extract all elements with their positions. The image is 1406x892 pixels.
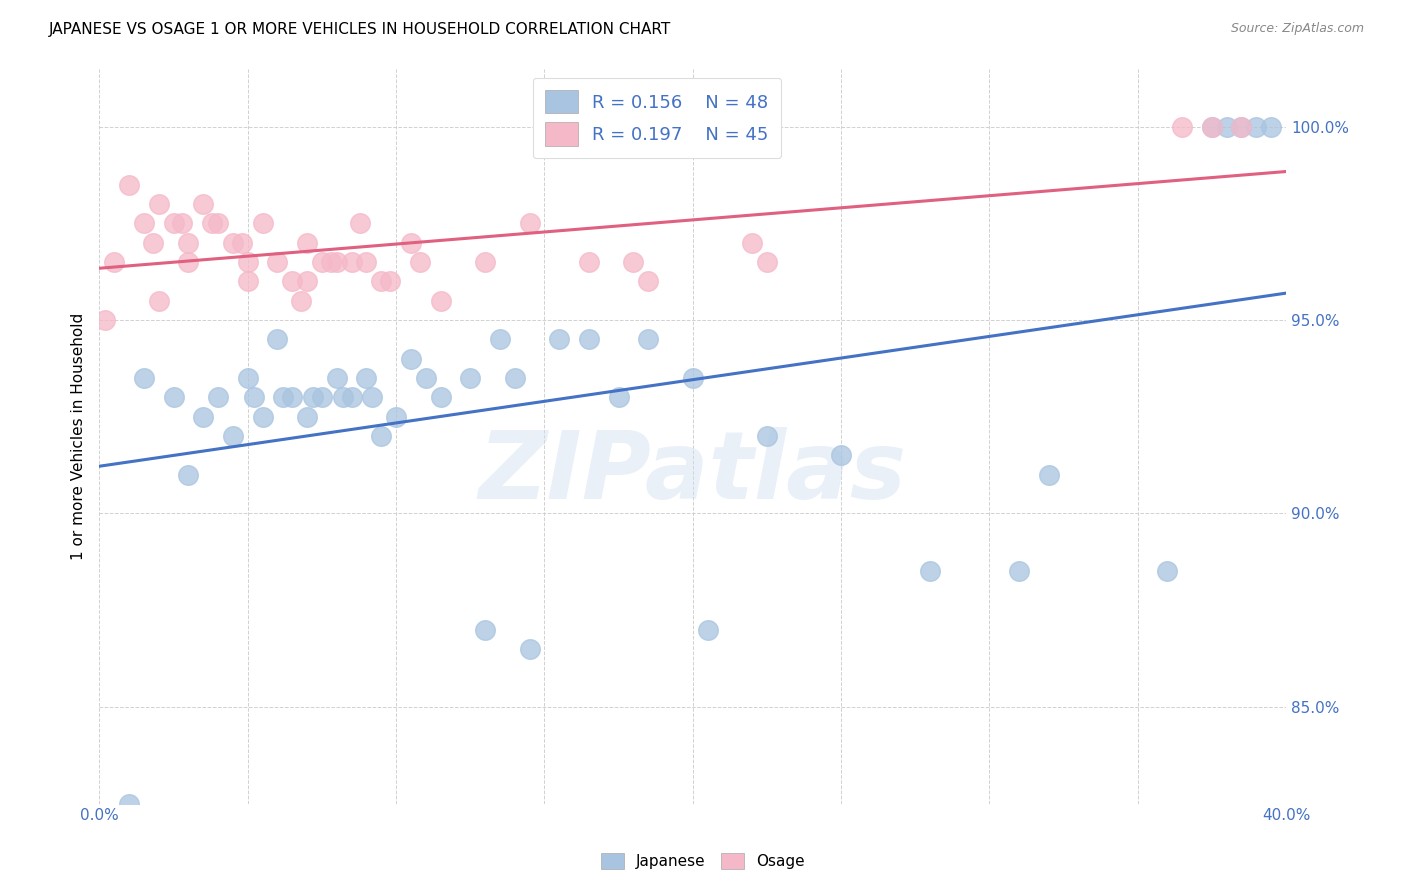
Point bbox=[755, 255, 778, 269]
Point bbox=[311, 255, 333, 269]
Point bbox=[458, 371, 481, 385]
Point bbox=[637, 332, 659, 346]
Point bbox=[1201, 120, 1223, 134]
Point bbox=[370, 274, 392, 288]
Point bbox=[266, 255, 288, 269]
Point bbox=[1201, 120, 1223, 134]
Point bbox=[755, 429, 778, 443]
Point bbox=[429, 390, 451, 404]
Point bbox=[578, 255, 600, 269]
Point bbox=[409, 255, 432, 269]
Text: ZIPatlas: ZIPatlas bbox=[478, 427, 907, 519]
Point bbox=[326, 255, 349, 269]
Point bbox=[1246, 120, 1268, 134]
Point bbox=[207, 216, 229, 230]
Point bbox=[1260, 120, 1282, 134]
Point bbox=[429, 293, 451, 308]
Point bbox=[252, 216, 274, 230]
Point bbox=[340, 255, 363, 269]
Point bbox=[222, 235, 245, 250]
Point bbox=[177, 255, 200, 269]
Point bbox=[1008, 565, 1031, 579]
Point bbox=[474, 623, 496, 637]
Point bbox=[295, 274, 318, 288]
Point bbox=[918, 565, 941, 579]
Point bbox=[385, 409, 408, 424]
Point bbox=[207, 390, 229, 404]
Point bbox=[242, 390, 264, 404]
Point bbox=[621, 255, 644, 269]
Point bbox=[519, 641, 541, 656]
Point bbox=[1156, 565, 1178, 579]
Point bbox=[236, 371, 259, 385]
Point bbox=[142, 235, 165, 250]
Point bbox=[132, 216, 155, 230]
Point bbox=[162, 390, 184, 404]
Point bbox=[236, 255, 259, 269]
Point bbox=[326, 371, 349, 385]
Point bbox=[118, 178, 141, 192]
Y-axis label: 1 or more Vehicles in Household: 1 or more Vehicles in Household bbox=[72, 312, 86, 559]
Point bbox=[295, 409, 318, 424]
Point bbox=[266, 332, 288, 346]
Point bbox=[474, 255, 496, 269]
Point bbox=[193, 197, 215, 211]
Point bbox=[361, 390, 384, 404]
Point bbox=[103, 255, 125, 269]
Point bbox=[578, 332, 600, 346]
Point bbox=[378, 274, 401, 288]
Point bbox=[830, 449, 852, 463]
Point bbox=[252, 409, 274, 424]
Point bbox=[302, 390, 325, 404]
Point bbox=[519, 216, 541, 230]
Point bbox=[118, 797, 141, 811]
Point bbox=[399, 235, 422, 250]
Point bbox=[637, 274, 659, 288]
Point bbox=[319, 255, 342, 269]
Point bbox=[148, 293, 170, 308]
Point bbox=[548, 332, 571, 346]
Text: Source: ZipAtlas.com: Source: ZipAtlas.com bbox=[1230, 22, 1364, 36]
Point bbox=[1230, 120, 1253, 134]
Point bbox=[132, 371, 155, 385]
Point bbox=[177, 467, 200, 482]
Point bbox=[231, 235, 253, 250]
Point bbox=[201, 216, 224, 230]
Point bbox=[332, 390, 354, 404]
Text: JAPANESE VS OSAGE 1 OR MORE VEHICLES IN HOUSEHOLD CORRELATION CHART: JAPANESE VS OSAGE 1 OR MORE VEHICLES IN … bbox=[49, 22, 672, 37]
Point bbox=[290, 293, 312, 308]
Point bbox=[193, 409, 215, 424]
Point bbox=[177, 235, 200, 250]
Point bbox=[349, 216, 371, 230]
Point bbox=[281, 274, 304, 288]
Point bbox=[503, 371, 526, 385]
Point bbox=[295, 235, 318, 250]
Point bbox=[696, 623, 718, 637]
Point bbox=[1038, 467, 1060, 482]
Point bbox=[222, 429, 245, 443]
Point bbox=[281, 390, 304, 404]
Legend: Japanese, Osage: Japanese, Osage bbox=[595, 847, 811, 875]
Point bbox=[741, 235, 763, 250]
Point bbox=[356, 371, 378, 385]
Point bbox=[399, 351, 422, 366]
Point bbox=[273, 390, 295, 404]
Point bbox=[172, 216, 194, 230]
Point bbox=[415, 371, 437, 385]
Point bbox=[489, 332, 512, 346]
Point bbox=[356, 255, 378, 269]
Point bbox=[94, 313, 117, 327]
Legend: R = 0.156    N = 48, R = 0.197    N = 45: R = 0.156 N = 48, R = 0.197 N = 45 bbox=[533, 78, 782, 158]
Point bbox=[162, 216, 184, 230]
Point bbox=[682, 371, 704, 385]
Point bbox=[1215, 120, 1237, 134]
Point bbox=[236, 274, 259, 288]
Point bbox=[148, 197, 170, 211]
Point bbox=[370, 429, 392, 443]
Point bbox=[1230, 120, 1253, 134]
Point bbox=[607, 390, 630, 404]
Point bbox=[1171, 120, 1194, 134]
Point bbox=[311, 390, 333, 404]
Point bbox=[340, 390, 363, 404]
